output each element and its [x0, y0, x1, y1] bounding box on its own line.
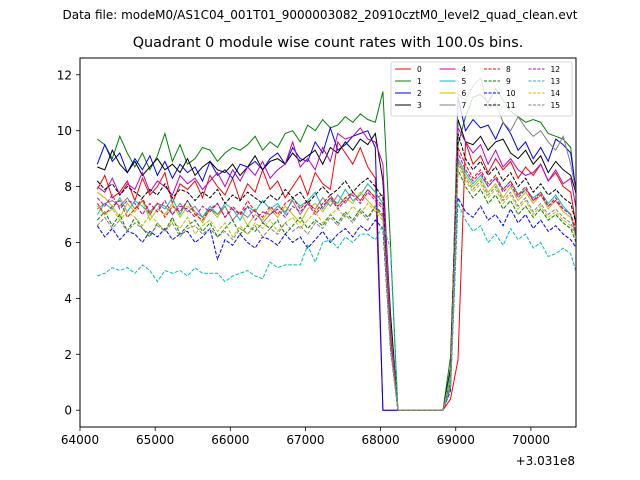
legend-label-15: 15 [551, 101, 561, 110]
series-line-10 [96, 195, 576, 411]
legend-label-6: 6 [462, 89, 467, 98]
y-tick-label: 2 [64, 348, 72, 362]
legend-label-2: 2 [417, 89, 422, 98]
y-tick-label: 6 [64, 236, 72, 250]
legend-label-3: 3 [417, 101, 422, 110]
tick-layer: 64000 65000 66000 67000 68000 69000 70000 0 2 4 6 8… [57, 68, 550, 447]
series-layer [96, 76, 576, 411]
legend-label-14: 14 [551, 89, 561, 98]
legend-label-11: 11 [506, 101, 516, 110]
legend-label-5: 5 [462, 77, 467, 86]
x-tick-label: 65000 [136, 433, 174, 447]
x-tick-label: 66000 [211, 433, 249, 447]
series-line-8 [96, 147, 576, 411]
legend-label-12: 12 [551, 65, 561, 74]
series-line-9 [96, 169, 576, 411]
series-line-3 [97, 119, 576, 411]
x-tick-label: 64000 [61, 433, 99, 447]
legend-box [390, 61, 573, 117]
y-tick-label: 12 [57, 68, 72, 82]
series-line-14 [96, 163, 576, 411]
x-offset-label: +3.031e8 [516, 454, 575, 468]
y-tick-label: 8 [64, 180, 72, 194]
legend-label-8: 8 [506, 65, 511, 74]
legend-label-0: 0 [417, 65, 422, 74]
legend-label-13: 13 [551, 77, 561, 86]
series-line-11 [96, 133, 576, 411]
series-line-0 [96, 140, 576, 411]
series-line-5 [96, 156, 576, 411]
legend-label-9: 9 [506, 77, 511, 86]
series-line-1 [97, 87, 576, 411]
legend-label-1: 1 [417, 77, 422, 86]
legend-label-7: 7 [462, 101, 467, 110]
x-tick-label: 68000 [362, 433, 400, 447]
chart-suptitle: Data file: modeM0/AS1C04_001T01_90000030… [62, 8, 578, 22]
x-tick-label: 70000 [512, 433, 550, 447]
legend-label-10: 10 [506, 89, 516, 98]
y-tick-label: 10 [57, 124, 72, 138]
series-line-13 [97, 203, 576, 411]
y-tick-label: 0 [64, 404, 72, 418]
series-line-6 [97, 159, 576, 411]
y-tick-label: 4 [64, 292, 72, 306]
legend-label-4: 4 [462, 65, 467, 74]
chart-title: Quadrant 0 module wise count rates with … [132, 35, 524, 51]
series-line-15 [96, 161, 576, 411]
x-tick-label: 67000 [286, 433, 324, 447]
series-line-4 [97, 126, 576, 411]
x-tick-label: 69000 [437, 433, 475, 447]
series-line-2 [96, 96, 576, 411]
